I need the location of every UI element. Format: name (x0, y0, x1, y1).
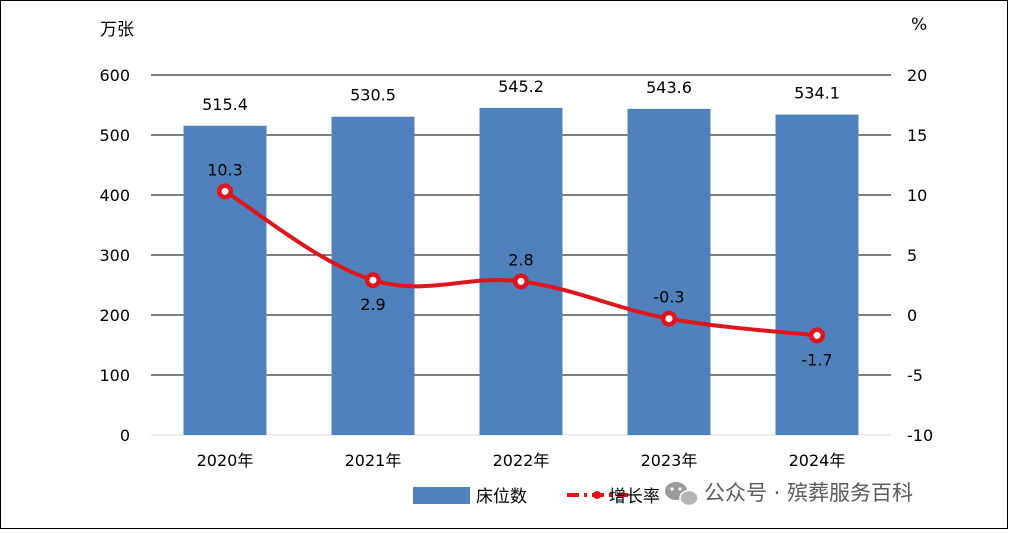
bar (479, 107, 563, 435)
bar-value-label: 545.2 (498, 77, 544, 96)
wechat-icon (665, 482, 699, 507)
bar-value-label: 515.4 (202, 95, 248, 114)
x-tick-label: 2023年 (641, 451, 698, 470)
x-tick-label: 2024年 (789, 451, 846, 470)
rate-value-label: -0.3 (653, 288, 684, 307)
bar (183, 125, 267, 435)
bar-value-label: 534.1 (794, 84, 840, 103)
x-tick-label: 2021年 (345, 451, 402, 470)
rate-series: 10.3 2.9 2.8 -0.3 -1.7 (207, 160, 832, 369)
axes: 万张 % 0 100 200 300 400 500 600 -10 -5 0 5 10 15 20 202… (99, 15, 933, 470)
right-tick-label: 20 (907, 66, 927, 85)
rate-point-center (517, 277, 525, 285)
left-tick-label: 600 (99, 66, 130, 85)
left-tick-label: 100 (99, 366, 130, 385)
right-tick-label: -5 (907, 366, 923, 385)
legend-bar-label: 床位数 (476, 487, 527, 507)
rate-point-center (221, 187, 229, 195)
x-tick-label: 2020年 (197, 451, 254, 470)
right-tick-label: 10 (907, 186, 927, 205)
bar-value-label: 543.6 (646, 78, 692, 97)
rate-point-center (369, 276, 377, 284)
left-tick-label: 500 (99, 126, 130, 145)
left-tick-label: 0 (120, 426, 130, 445)
legend-line-label: 增长率 (609, 487, 660, 507)
x-tick-label: 2022年 (493, 451, 550, 470)
bar (775, 114, 859, 435)
bar-value-label: 530.5 (350, 86, 396, 105)
right-axis-unit: % (911, 15, 927, 35)
bar (627, 108, 711, 435)
rate-value-label: 2.9 (360, 295, 385, 314)
rate-value-label: 10.3 (207, 160, 243, 179)
watermark: 公众号 · 殡葬服务百科 (665, 481, 913, 507)
legend-bar-swatch (413, 487, 470, 504)
left-tick-label: 200 (99, 306, 130, 325)
left-tick-label: 400 (99, 186, 130, 205)
right-tick-label: 0 (907, 306, 917, 325)
bar-series: 515.4 530.5 545.2 543.6 534.1 (183, 77, 859, 435)
left-axis-unit: 万张 (100, 20, 134, 40)
legend: 床位数 增长率 (413, 487, 660, 507)
legend-line-marker (593, 491, 601, 499)
left-tick-label: 300 (99, 246, 130, 265)
rate-value-label: -1.7 (801, 350, 832, 369)
right-tick-label: 15 (907, 126, 927, 145)
right-tick-label: 5 (907, 246, 917, 265)
rate-point-center (813, 331, 821, 339)
right-tick-label: -10 (907, 426, 933, 445)
rate-point-center (665, 315, 673, 323)
rate-value-label: 2.8 (508, 250, 533, 269)
watermark-text: 公众号 · 殡葬服务百科 (704, 481, 913, 505)
